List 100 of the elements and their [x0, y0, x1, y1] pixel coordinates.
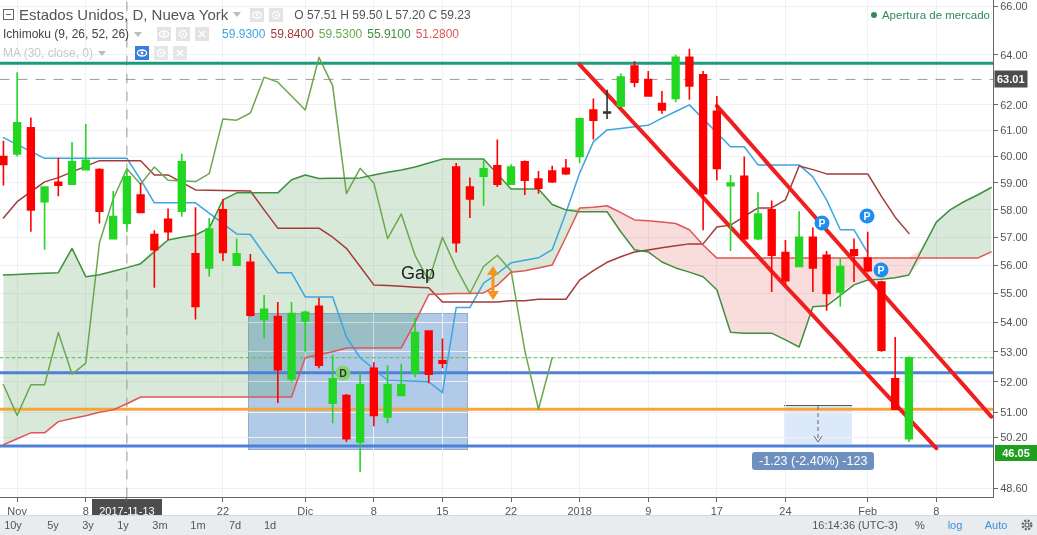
candlestick [355, 371, 365, 473]
x-tick-label: 9 [645, 505, 652, 518]
candlestick [644, 70, 653, 97]
text: Auto [984, 519, 1008, 531]
x-tick-label: 22 [504, 505, 518, 518]
text: 5y [46, 519, 60, 531]
annotation: -1.23 (-2.40%) -123 [752, 452, 875, 470]
candlestick [383, 364, 392, 424]
y-tick-label: 57.00 [1000, 231, 1028, 244]
candlestick [465, 176, 475, 219]
y-tick-label: 50.20 [1000, 431, 1028, 444]
y-tick-label: 52.00 [1000, 375, 1028, 388]
chart-title: Estados Unidos, D, Nueva York [19, 6, 229, 23]
annotation: 59.5300 [318, 27, 363, 41]
candlestick [273, 301, 282, 404]
candlestick [712, 95, 721, 182]
y-tick-label: 59.00 [1000, 176, 1028, 189]
annotation: Apertura de mercado [881, 9, 990, 21]
text: 1y [116, 519, 130, 531]
annotation: O 57.51 H 59.50 L 57.20 C 59.23 [294, 7, 471, 22]
candlestick [753, 191, 763, 241]
annotation: D [335, 365, 351, 381]
candlestick [561, 158, 571, 176]
candlestick [259, 294, 269, 340]
candlestick [40, 186, 49, 251]
candlestick [808, 226, 818, 293]
candlestick [904, 355, 914, 443]
x-tick-label: Feb [858, 505, 878, 518]
candlestick [122, 168, 132, 233]
annotation: Ichimoku (9, 26, 52, 26) [3, 27, 130, 41]
text: 3y [81, 519, 95, 531]
candlestick [520, 159, 529, 196]
text: 46.05 [995, 445, 1037, 461]
candlestick [163, 207, 173, 241]
candlestick [685, 47, 694, 101]
candlestick [589, 97, 598, 141]
candlestick [452, 162, 461, 254]
line-series [714, 103, 993, 419]
candlestick [136, 182, 145, 214]
text: log [947, 519, 963, 531]
candlestick [397, 362, 406, 397]
line-series [577, 62, 939, 451]
annotation: P [859, 208, 875, 224]
candlestick [781, 239, 790, 286]
candlestick [369, 361, 379, 428]
x-tick-label: 15 [436, 505, 449, 518]
line-series [2, 104, 869, 394]
candlestick [671, 54, 680, 104]
candlestick [328, 353, 337, 424]
line-series [2, 159, 910, 303]
candlestick [81, 123, 90, 171]
y-tick-label: 55.00 [1000, 287, 1028, 300]
candlestick [575, 116, 584, 164]
text: 10y [3, 519, 23, 531]
text: 1m [189, 519, 207, 531]
candlestick [657, 90, 667, 115]
candlestick [191, 206, 200, 321]
annotation: P [814, 215, 830, 231]
annotation: 59.9300 [222, 27, 266, 41]
x-tick-label: Nov [7, 505, 28, 518]
text: % [915, 519, 925, 531]
y-tick-label: 58.00 [1000, 203, 1028, 216]
candlestick [218, 198, 228, 262]
candlestick [232, 237, 241, 266]
x-tick-label: Dic [297, 505, 314, 518]
candlestick [12, 71, 22, 158]
candlestick [616, 72, 625, 107]
x-tick-label: 2017-11-13 [99, 505, 155, 518]
candlestick [767, 199, 776, 293]
x-tick-label: 17 [710, 505, 723, 518]
y-tick-label: 54.00 [1000, 316, 1028, 329]
line-series [2, 205, 992, 446]
x-tick-label: 24 [779, 505, 792, 518]
candlestick [849, 237, 859, 283]
candlestick [630, 60, 639, 88]
candlestick [109, 190, 118, 240]
candlestick [67, 141, 77, 186]
candlestick [246, 253, 255, 318]
candlestick [438, 337, 447, 370]
candlestick [877, 279, 886, 353]
candlestick [0, 140, 8, 187]
text: 7d [227, 519, 243, 531]
candlestick [698, 70, 708, 232]
candlestick [602, 88, 612, 120]
y-tick-label: 62.00 [1000, 98, 1028, 111]
text: 1d [262, 519, 278, 531]
candlestick [177, 153, 186, 218]
candlestick [95, 167, 104, 225]
annotation: 55.9100 [367, 27, 411, 41]
candlestick [301, 309, 310, 353]
candlestick [863, 230, 872, 273]
x-tick-label: 8 [370, 505, 377, 518]
y-tick-label: 66.00 [1000, 0, 1028, 13]
x-tick-label: 22 [216, 505, 230, 518]
annotation: P [873, 262, 889, 277]
candlestick [424, 330, 433, 385]
candlestick [150, 229, 159, 289]
candlestick [314, 296, 324, 370]
line-series [2, 158, 992, 348]
x-tick-label: 8 [82, 505, 89, 518]
